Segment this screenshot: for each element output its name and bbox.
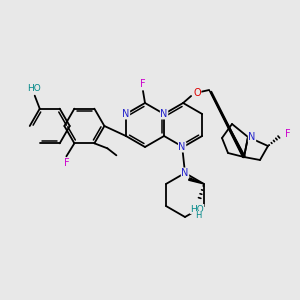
Text: H: H: [195, 212, 201, 220]
Polygon shape: [189, 178, 204, 184]
Text: N: N: [248, 132, 256, 142]
Text: N: N: [178, 142, 186, 152]
Text: HO: HO: [27, 84, 40, 93]
Text: N: N: [181, 168, 189, 178]
Text: N: N: [122, 109, 130, 119]
Text: O: O: [193, 88, 201, 98]
Text: HO: HO: [190, 205, 204, 214]
Text: F: F: [64, 158, 69, 168]
Polygon shape: [209, 90, 245, 158]
Text: N: N: [160, 109, 168, 119]
Text: F: F: [140, 79, 146, 89]
Text: F: F: [285, 129, 291, 139]
